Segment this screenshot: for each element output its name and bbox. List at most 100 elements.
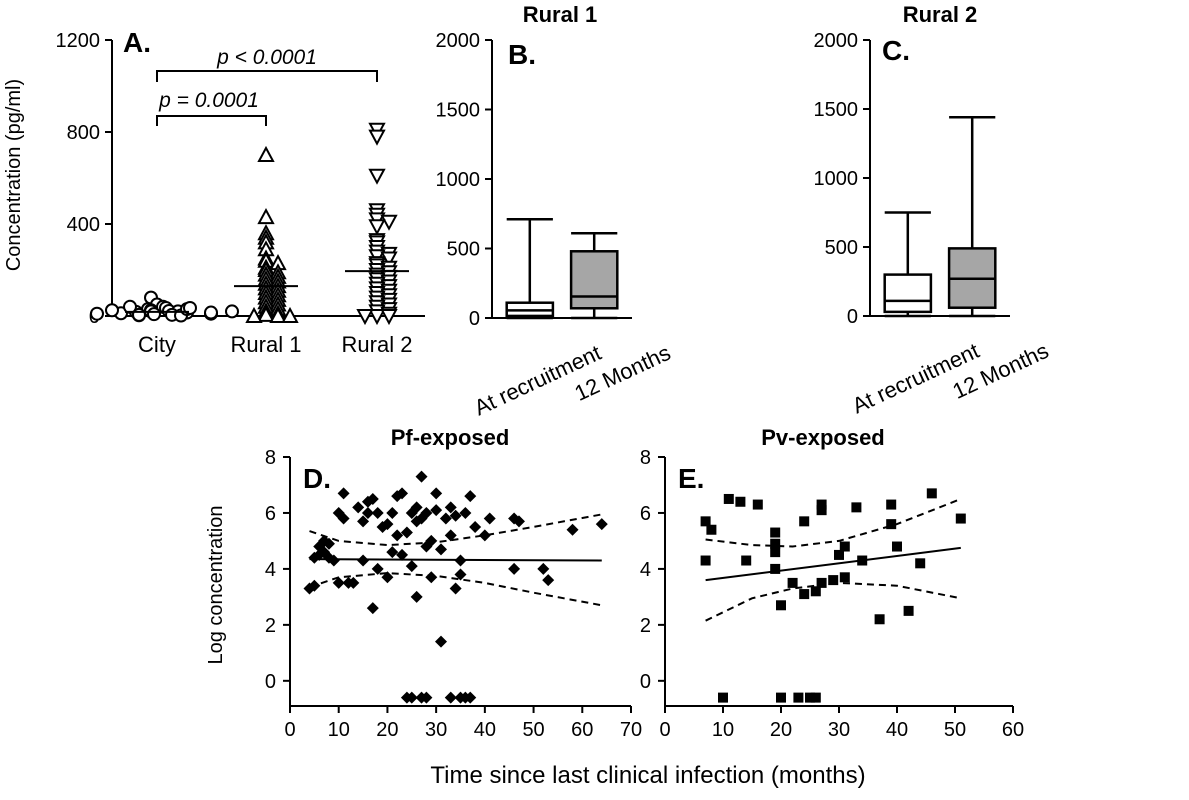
panel-a-category-label: Rural 1 [231, 332, 302, 357]
panel-e-point [770, 527, 781, 538]
panel-d-point [396, 548, 409, 561]
panel-d-ytick-label: 0 [265, 671, 276, 693]
panel-e-xtick-label: 10 [712, 719, 734, 741]
panel-a-pvalue-2: p < 0.0001 [216, 46, 317, 69]
panel-b-marks [505, 218, 619, 320]
panel-d-point [425, 534, 438, 547]
panel-d-point [357, 554, 370, 567]
panel-e-ci-lower [705, 581, 961, 622]
panel-d-point [337, 512, 350, 525]
panel-d-point [444, 529, 457, 542]
panel-d-ytick-label: 8 [265, 447, 276, 469]
panel-e-point [816, 499, 827, 510]
panel-d-point [454, 568, 467, 581]
panel-e-ytick-label: 6 [640, 503, 651, 525]
panel-e-point [793, 692, 804, 703]
panel-d-xtick-label: 70 [620, 719, 642, 741]
panel-a-ytick-label: 800 [67, 122, 100, 144]
panel-d-point [425, 571, 438, 584]
panel-d: Pf-exposed Log concentration D. 0 2 4 6 8 0 10… [205, 425, 642, 741]
panel-a-point-rural2 [380, 214, 398, 231]
panel-d-xtick-label: 30 [425, 719, 447, 741]
shared-xlabel: Time since last clinical infection (mont… [430, 762, 865, 789]
panel-e-xtick-label: 30 [828, 719, 850, 741]
panel-e-xtick-label: 40 [886, 719, 908, 741]
panel-d-point [449, 509, 462, 522]
panel-a-point-city [204, 305, 218, 320]
panel-d-marks [303, 470, 608, 704]
panel-e-point [874, 614, 885, 625]
panel-e-point [955, 513, 966, 524]
panel-a-point-rural2 [368, 129, 386, 146]
panel-e-point [886, 519, 897, 530]
panel-e-axes: 0 2 4 6 8 0 10 20 30 40 50 60 [640, 447, 1024, 741]
panel-d-axes: 0 2 4 6 8 0 10 20 30 40 50 60 70 [265, 447, 642, 741]
panel-d-point [396, 487, 409, 500]
panel-a-bracket-1 [156, 115, 267, 126]
panel-e-point [741, 555, 752, 566]
panel-e-point [776, 600, 786, 611]
panel-d-point [347, 576, 360, 589]
panel-b-label: B. [508, 39, 536, 70]
panel-a-label: A. [123, 27, 151, 58]
panel-c-label: C. [882, 35, 910, 66]
panel-d-ci-upper [309, 513, 602, 547]
panel-e-point [828, 575, 839, 586]
panel-a-point-rural2 [368, 219, 386, 236]
panel-e-point [851, 502, 862, 513]
panel-d-point [444, 691, 457, 704]
panel-d-xtick-label: 0 [284, 719, 295, 741]
panel-d-point [366, 602, 379, 615]
panel-e-point [752, 499, 763, 510]
panel-e-point [886, 499, 897, 510]
panel-e-xtick-label: 50 [944, 719, 966, 741]
panel-d-point [415, 470, 428, 483]
panel-a-pvalue-1: p = 0.0001 [158, 89, 259, 112]
panel-d-point [464, 490, 477, 503]
panel-a-point-rural1 [257, 145, 275, 162]
panel-a-point-rural2 [368, 309, 386, 326]
panel-e-point [810, 586, 821, 597]
panel-e-point [735, 496, 746, 507]
panel-b-title: Rural 1 [523, 2, 598, 27]
panel-d-point [405, 506, 418, 519]
panel-e-point [816, 577, 827, 588]
panel-d-point [537, 562, 550, 575]
panel-e-xtick-label: 0 [659, 719, 670, 741]
panel-d-point [439, 512, 452, 525]
panel-a-point-rural1 [269, 306, 287, 323]
panel-e-point [834, 549, 844, 560]
panel-e-point [700, 516, 711, 527]
panel-d-point [410, 590, 423, 603]
panel-a-point-rural1 [245, 306, 263, 323]
panel-a-bracket-2 [156, 70, 378, 82]
panel-d-fit-line [309, 558, 602, 562]
panel-e-point [926, 488, 937, 499]
panel-d-point [332, 576, 345, 589]
panel-d-point [381, 518, 394, 531]
panel-e-point [839, 572, 850, 583]
panel-d-point [371, 562, 384, 575]
panel-d-point [508, 562, 521, 575]
panel-d-point [595, 518, 608, 531]
panel-e-label: E. [678, 463, 704, 494]
panel-d-xtick-label: 60 [571, 719, 593, 741]
panel-a-marks [90, 70, 409, 326]
panel-a: Concentration (pg/ml) A. 04008001200City… [3, 27, 425, 357]
panel-d-point [357, 515, 370, 528]
panel-c-ytick-label: 1000 [814, 168, 859, 190]
panel-e-fit-line [705, 546, 961, 582]
panel-b-ytick-label: 0 [469, 308, 480, 330]
panel-e-xtick-label: 20 [770, 719, 792, 741]
panel-d-point [483, 512, 496, 525]
panel-d-point [566, 523, 579, 536]
panel-d-point [400, 526, 413, 539]
panel-c-box [883, 273, 933, 314]
panel-e-title: Pv-exposed [761, 425, 885, 450]
panel-d-point [322, 537, 335, 550]
panel-a-point-rural2 [368, 168, 386, 185]
panel-a-point-city [147, 307, 161, 322]
